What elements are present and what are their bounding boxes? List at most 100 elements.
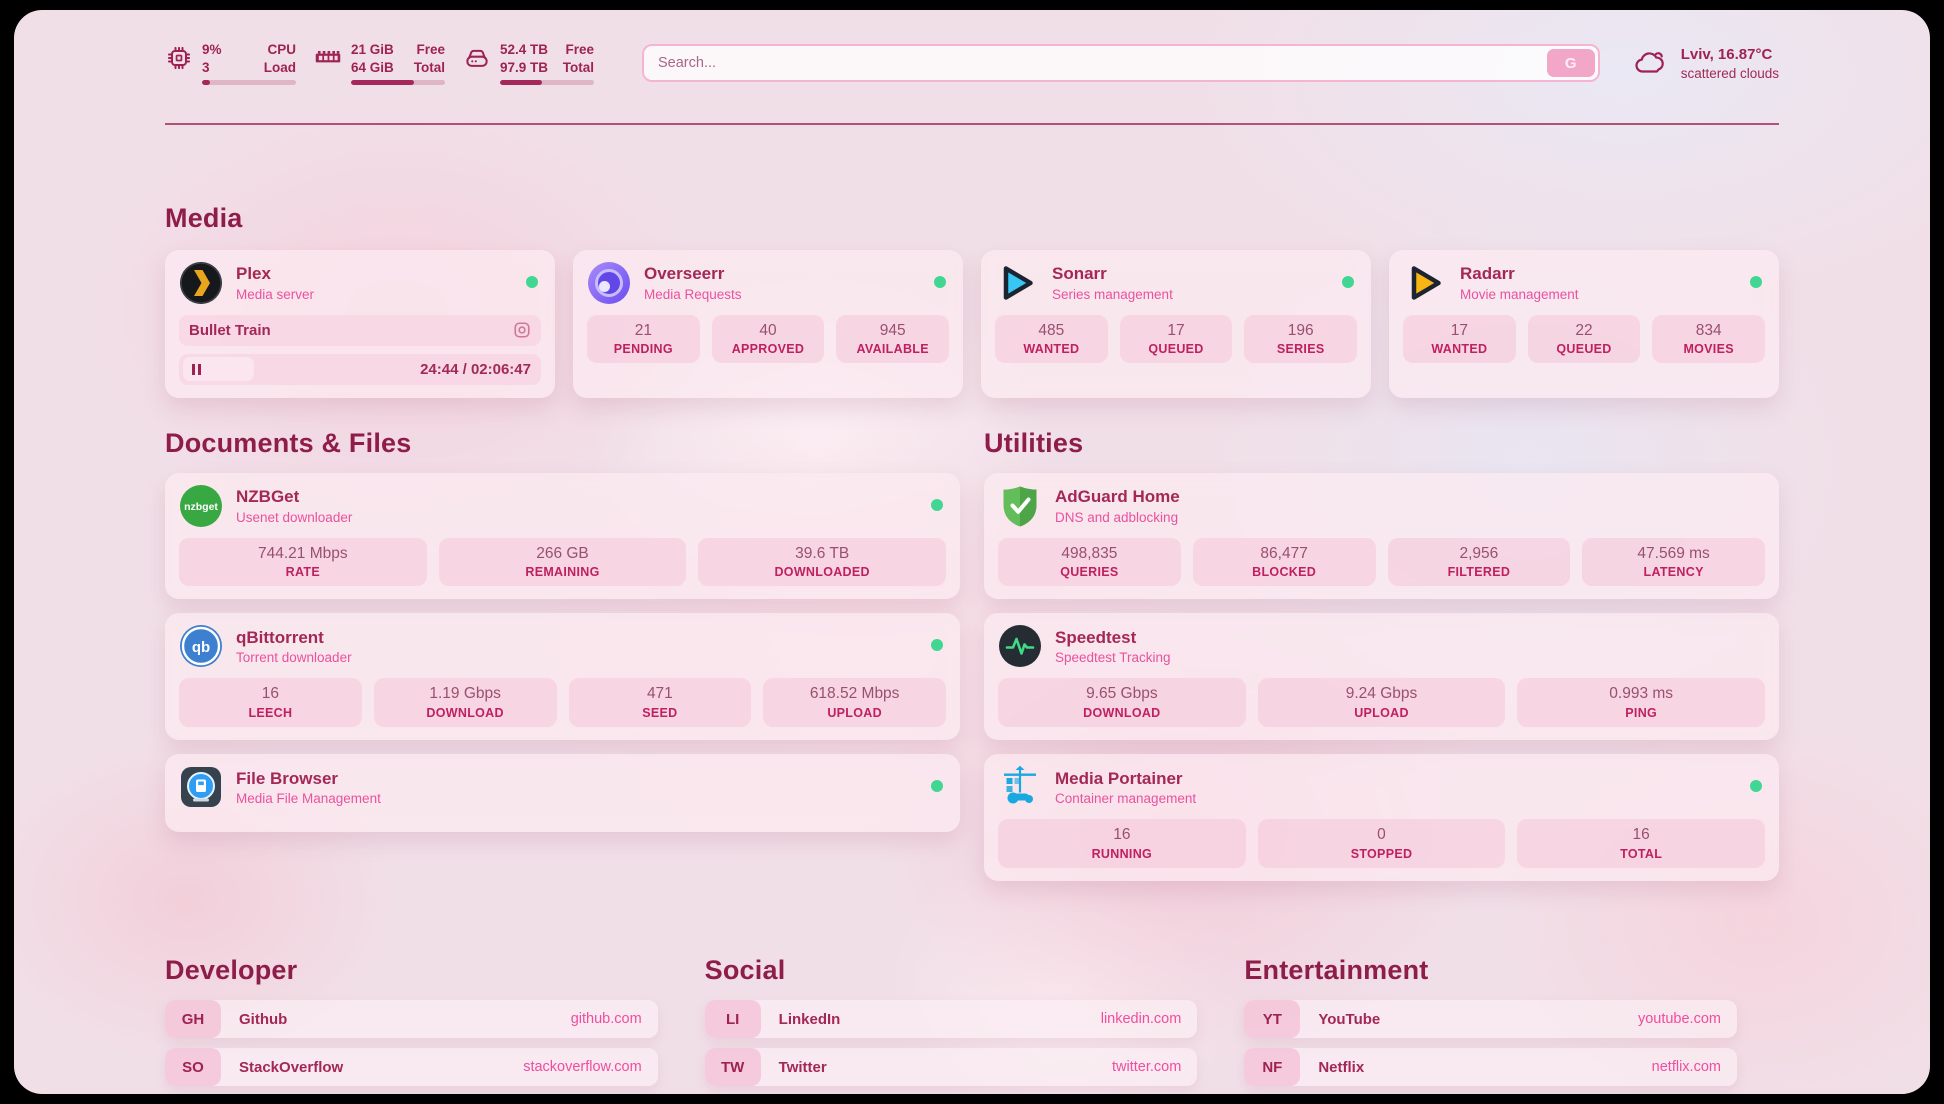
stat-label: MOVIES bbox=[1683, 342, 1734, 357]
stat-rate: 744.21 Mbps RATE bbox=[179, 537, 427, 587]
stat-value: 2,956 bbox=[1459, 544, 1499, 562]
app-title: Overseerr bbox=[644, 264, 725, 284]
portainer-icon bbox=[998, 765, 1042, 809]
link-linkedin[interactable]: LI LinkedIn linkedin.com bbox=[704, 1000, 1198, 1039]
app-subtitle: Media File Management bbox=[236, 791, 381, 807]
stat-pending: 21 PENDING bbox=[587, 314, 700, 364]
stat-label: WANTED bbox=[1023, 342, 1080, 357]
stat-label: AVAILABLE bbox=[856, 342, 929, 357]
search-engine-button[interactable]: G bbox=[1546, 49, 1595, 77]
stat-value: 266 GB bbox=[536, 544, 589, 562]
disk-total-value: 97.9 TB bbox=[500, 59, 549, 75]
section-title-entertainment: Entertainment bbox=[1244, 955, 1429, 986]
app-subtitle: Torrent downloader bbox=[236, 650, 352, 666]
link-netflix[interactable]: NF Netflix netflix.com bbox=[1244, 1048, 1737, 1087]
portainer-card[interactable]: Media Portainer Container management 16 RUN… bbox=[984, 754, 1779, 882]
stat-value: 485 bbox=[1038, 321, 1065, 339]
plex-card[interactable]: Plex Media server Bullet Train 24:44 / 02:0… bbox=[165, 249, 555, 398]
cloud-icon bbox=[1630, 46, 1670, 80]
disk-total-label: Total bbox=[562, 59, 594, 75]
stat-wanted: 485 WANTED bbox=[995, 314, 1108, 364]
stat-series: 196 SERIES bbox=[1244, 314, 1357, 364]
app-title: Plex bbox=[236, 264, 271, 284]
sonarr-card[interactable]: Sonarr Series management 485 WANTED 17 QUEUED… bbox=[981, 249, 1371, 398]
stat-label: SERIES bbox=[1276, 342, 1325, 357]
online-status-dot bbox=[931, 498, 943, 511]
stat-label: DOWNLOAD bbox=[426, 706, 504, 721]
header-divider bbox=[165, 123, 1779, 125]
section-utilities: Utilities AdGuard Home DNS and adblocking… bbox=[984, 398, 1779, 896]
stat-pills: 498,835 QUERIES 86,477 BLOCKED 2,956 FILTERED… bbox=[998, 537, 1765, 587]
stat-label: TOTAL bbox=[1620, 847, 1663, 862]
link-abbr-badge: NF bbox=[1244, 1048, 1301, 1087]
weather-widget[interactable]: Lviv, 16.87°C scattered clouds bbox=[1630, 45, 1779, 81]
entertainment-links: YT YouTube youtube.com NF Netflix netflix.com… bbox=[1244, 1000, 1737, 1094]
overseerr-card[interactable]: Overseerr Media Requests 21 PENDING 40 APPROV… bbox=[573, 249, 963, 398]
media-card-grid: Plex Media server Bullet Train 24:44 / 02:0… bbox=[165, 249, 1779, 398]
speedtest-card[interactable]: Speedtest Speedtest Tracking 9.65 Gbps DOWN… bbox=[984, 613, 1779, 741]
app-card-titles: Sonarr Series management bbox=[1052, 263, 1173, 301]
utilities-card-stack: AdGuard Home DNS and adblocking 498,835 QUE… bbox=[984, 472, 1779, 882]
stat-remaining: 266 GB REMAINING bbox=[438, 537, 687, 587]
link-twitter[interactable]: TW Twitter twitter.com bbox=[704, 1048, 1198, 1087]
qbittorrent-icon: qb bbox=[179, 624, 223, 668]
stat-value: 471 bbox=[646, 685, 673, 703]
cpu-label: CPU bbox=[267, 41, 296, 57]
dashboard-screen: 9% CPU 3 Load bbox=[14, 10, 1930, 1094]
link-url: youtube.com bbox=[1637, 1011, 1721, 1028]
video-icon bbox=[513, 321, 531, 339]
stat-download: 9.65 Gbps DOWNLOAD bbox=[998, 678, 1246, 728]
stat-queued: 22 QUEUED bbox=[1527, 314, 1641, 364]
stat-label: LATENCY bbox=[1643, 565, 1704, 580]
disk-free-value: 52.4 TB bbox=[500, 41, 549, 57]
cpu-load-value: 3 bbox=[202, 59, 210, 75]
stat-label: STOPPED bbox=[1350, 847, 1413, 862]
link-name: YouTube bbox=[1318, 1010, 1381, 1028]
stat-value: 1.19 Gbps bbox=[429, 685, 501, 703]
app-card-header: Sonarr Series management bbox=[995, 261, 1357, 305]
plex-icon bbox=[179, 261, 223, 305]
nzbget-card[interactable]: nzbget NZBGet Usenet downloader 744.21 Mbps… bbox=[165, 472, 960, 600]
stat-seed: 471 SEED bbox=[568, 678, 752, 728]
overseerr-icon bbox=[587, 261, 631, 305]
stat-pills: 16 LEECH 1.19 Gbps DOWNLOAD 471 SEED 618.52 Mb… bbox=[179, 678, 946, 728]
stat-value: 22 bbox=[1575, 321, 1593, 339]
stat-latency: 47.569 ms LATENCY bbox=[1582, 537, 1765, 587]
app-card-header: Plex Media server bbox=[179, 261, 541, 305]
link-github[interactable]: GH Github github.com bbox=[165, 1000, 658, 1039]
radarr-card[interactable]: Radarr Movie management 17 WANTED 22 QUEUED 83… bbox=[1389, 249, 1779, 398]
stat-label: WANTED bbox=[1431, 342, 1488, 357]
stat-label: PING bbox=[1625, 706, 1658, 721]
stat-value: 16 bbox=[1113, 826, 1131, 844]
section-entertainment: Entertainment YT YouTube youtube.com NF Netf… bbox=[1244, 955, 1737, 1094]
stat-label: DOWNLOADED bbox=[774, 565, 870, 580]
online-status-dot bbox=[931, 639, 943, 652]
adguard-card[interactable]: AdGuard Home DNS and adblocking 498,835 QUE… bbox=[984, 472, 1779, 600]
link-abbr-badge: TW bbox=[704, 1048, 761, 1087]
section-title-documents: Documents & Files bbox=[165, 427, 412, 458]
ram-icon bbox=[314, 44, 342, 72]
search-input[interactable] bbox=[644, 46, 1598, 80]
link-youtube[interactable]: YT YouTube youtube.com bbox=[1244, 1000, 1737, 1039]
app-card-titles: qBittorrent Torrent downloader bbox=[236, 627, 352, 665]
disk-free-label: Free bbox=[565, 41, 594, 57]
stat-label: QUEUED bbox=[1148, 342, 1204, 357]
link-stackoverflow[interactable]: SO StackOverflow stackoverflow.com bbox=[165, 1048, 658, 1087]
player-progress-row[interactable]: 24:44 / 02:06:47 bbox=[179, 353, 541, 385]
app-subtitle: DNS and adblocking bbox=[1055, 509, 1179, 525]
stat-total: 16 TOTAL bbox=[1517, 819, 1765, 869]
app-card-titles: Speedtest Speedtest Tracking bbox=[1055, 627, 1171, 665]
stat-available: 945 AVAILABLE bbox=[836, 314, 949, 364]
qbittorrent-card[interactable]: qb qBittorrent Torrent downloader 16 LEECH 1.… bbox=[165, 613, 960, 741]
app-subtitle: Series management bbox=[1052, 286, 1173, 302]
online-status-dot bbox=[934, 275, 946, 288]
link-abbr-badge: YT bbox=[1244, 1000, 1301, 1039]
stat-value: 744.21 Mbps bbox=[258, 544, 348, 562]
app-card-header: nzbget NZBGet Usenet downloader bbox=[179, 484, 946, 528]
app-subtitle: Movie management bbox=[1460, 286, 1579, 302]
filebrowser-card[interactable]: File Browser Media File Management bbox=[165, 754, 960, 833]
cpu-icon bbox=[165, 44, 193, 72]
player-time: 24:44 / 02:06:47 bbox=[420, 360, 531, 378]
link-url: github.com bbox=[570, 1011, 642, 1028]
link-url: linkedin.com bbox=[1100, 1011, 1182, 1028]
